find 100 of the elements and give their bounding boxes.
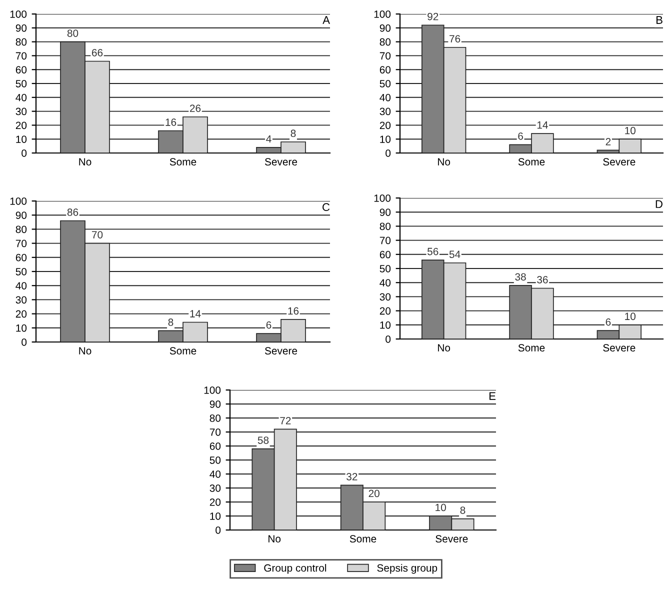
x-tick-label: No xyxy=(79,347,92,355)
y-tick-label: 70 xyxy=(16,240,27,248)
y-tick-label: 90 xyxy=(16,212,27,219)
y-tick-label: 50 xyxy=(380,265,391,272)
y-tick-label: 80 xyxy=(16,226,27,234)
data-label: 66 xyxy=(92,49,103,56)
y-tick-label: 60 xyxy=(16,66,27,74)
x-tick-label: No xyxy=(438,158,450,166)
annotation: B xyxy=(656,16,662,24)
y-tick-label: 40 xyxy=(16,94,27,102)
y-tick-label: 80 xyxy=(380,38,391,46)
x-tick-label: Some xyxy=(518,344,545,352)
data-label: 76 xyxy=(450,35,460,43)
data-label: 10 xyxy=(436,504,446,512)
x-tick-label: Severe xyxy=(603,344,636,352)
x-tick-label: Some xyxy=(350,535,376,543)
data-label: 8 xyxy=(168,318,174,326)
data-label: 92 xyxy=(428,12,438,20)
y-tick-label: 20 xyxy=(210,498,221,506)
data-label: 72 xyxy=(280,416,291,424)
y-tick-label: 100 xyxy=(374,194,391,202)
y-tick-label: 100 xyxy=(204,386,221,394)
x-tick-label: Severe xyxy=(264,347,298,355)
legend-label: Group control xyxy=(264,564,326,574)
y-tick-label: 10 xyxy=(16,136,27,143)
y-tick-label: 100 xyxy=(10,10,27,18)
y-tick-label: 100 xyxy=(374,10,391,18)
data-label: 86 xyxy=(67,208,78,216)
data-label: 16 xyxy=(288,307,299,315)
y-tick-label: 70 xyxy=(210,428,221,436)
y-tick-label: 80 xyxy=(16,38,27,46)
y-tick-label: 10 xyxy=(16,324,27,332)
data-label: 54 xyxy=(449,250,460,258)
y-tick-label: 90 xyxy=(210,400,221,408)
y-tick-label: 10 xyxy=(380,321,391,329)
data-label: 56 xyxy=(428,248,438,256)
y-tick-label: 30 xyxy=(210,484,221,492)
x-tick-label: Some xyxy=(518,158,545,166)
annotation: E xyxy=(490,392,496,400)
annotation: D xyxy=(656,200,662,208)
y-tick-label: 50 xyxy=(16,80,27,88)
data-label: 8 xyxy=(460,506,466,514)
x-tick-label: Severe xyxy=(264,158,298,166)
data-label: 38 xyxy=(515,273,526,281)
y-tick-label: 90 xyxy=(16,24,27,32)
data-label: 2 xyxy=(606,138,611,146)
y-tick-label: 50 xyxy=(380,80,391,88)
y-tick-label: 0 xyxy=(386,150,391,157)
x-tick-label: Some xyxy=(170,158,196,166)
y-tick-label: 60 xyxy=(16,254,27,262)
data-label: 14 xyxy=(537,121,548,129)
y-tick-label: 40 xyxy=(380,94,391,102)
y-tick-label: 20 xyxy=(380,307,391,315)
y-tick-label: 20 xyxy=(16,310,27,318)
data-label: 70 xyxy=(92,231,103,238)
legend-label: Sepsis group xyxy=(377,564,438,574)
data-label: 26 xyxy=(190,104,201,112)
y-tick-label: 30 xyxy=(16,108,27,116)
data-label: 58 xyxy=(258,436,269,444)
y-tick-label: 70 xyxy=(16,52,27,60)
data-label: 6 xyxy=(518,132,523,140)
x-tick-label: No xyxy=(79,158,92,166)
data-label: 32 xyxy=(346,472,358,480)
y-tick-label: 50 xyxy=(210,456,221,464)
x-tick-label: Severe xyxy=(436,535,468,543)
data-label: 6 xyxy=(606,318,611,326)
y-tick-label: 30 xyxy=(380,108,391,116)
data-label: 4 xyxy=(266,135,272,142)
data-label: 6 xyxy=(266,321,272,329)
data-label: 36 xyxy=(537,276,548,284)
y-tick-label: 20 xyxy=(16,122,27,130)
y-tick-label: 0 xyxy=(386,336,391,343)
y-tick-label: 40 xyxy=(16,282,27,290)
y-tick-label: 0 xyxy=(216,526,221,534)
data-label: 20 xyxy=(368,490,380,498)
x-tick-label: No xyxy=(268,535,281,543)
y-tick-label: 50 xyxy=(16,268,27,276)
data-label: 80 xyxy=(67,30,78,37)
y-tick-label: 30 xyxy=(380,293,391,301)
y-tick-label: 90 xyxy=(380,208,391,216)
x-tick-label: Severe xyxy=(603,158,636,166)
y-tick-label: 90 xyxy=(380,24,391,32)
y-tick-label: 60 xyxy=(380,250,391,258)
data-label: 10 xyxy=(625,126,636,134)
x-tick-label: Some xyxy=(170,347,196,355)
y-tick-label: 0 xyxy=(22,150,27,157)
y-tick-label: 60 xyxy=(380,66,391,74)
y-tick-label: 40 xyxy=(210,470,221,478)
y-tick-label: 20 xyxy=(380,122,391,130)
y-tick-label: 70 xyxy=(380,52,391,60)
annotation: A xyxy=(322,16,330,24)
y-tick-label: 10 xyxy=(380,136,391,143)
data-label: 10 xyxy=(625,312,636,320)
data-label: 16 xyxy=(166,118,176,126)
y-tick-label: 30 xyxy=(16,296,27,304)
y-tick-label: 0 xyxy=(22,338,27,346)
y-tick-label: 80 xyxy=(210,414,221,422)
y-tick-label: 10 xyxy=(210,512,221,520)
y-tick-label: 100 xyxy=(10,198,27,205)
data-label: 14 xyxy=(190,310,201,318)
